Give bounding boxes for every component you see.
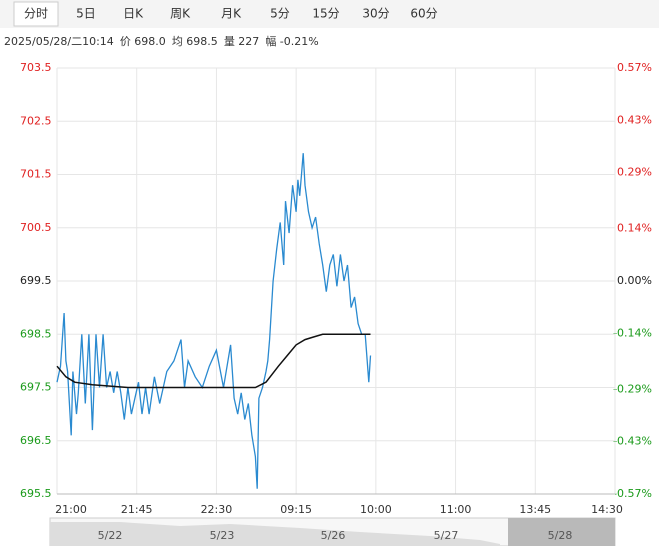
series-line bbox=[56, 153, 372, 489]
x-tick-label: 10:00 bbox=[360, 503, 392, 516]
navigator-date: 5/27 bbox=[434, 529, 459, 542]
tab-bar bbox=[0, 0, 659, 28]
y-tick-label: 700.5 bbox=[20, 221, 52, 234]
y2-tick-label: -0.29% bbox=[613, 382, 652, 395]
tab[interactable]: 5日 bbox=[76, 7, 96, 21]
navigator-date: 5/28 bbox=[548, 529, 573, 542]
y-tick-label: 703.5 bbox=[20, 61, 52, 74]
info-text: 价 698.0 bbox=[120, 35, 166, 48]
navigator-date: 5/26 bbox=[321, 529, 346, 542]
info-text: 幅 -0.21% bbox=[265, 35, 318, 48]
tab[interactable]: 月K bbox=[221, 7, 242, 21]
navigator-date: 5/22 bbox=[98, 529, 123, 542]
navigator-date: 5/23 bbox=[210, 529, 235, 542]
x-tick-label: 09:15 bbox=[280, 503, 312, 516]
y2-tick-label: -0.14% bbox=[613, 326, 652, 339]
tab[interactable]: 60分 bbox=[410, 7, 437, 21]
y2-tick-label: 0.29% bbox=[617, 166, 652, 179]
series-line bbox=[56, 333, 371, 389]
y2-tick-label: -0.57% bbox=[613, 487, 652, 500]
info-text: 2025/05/28/二10:14 bbox=[4, 35, 114, 48]
y-tick-label: 696.5 bbox=[20, 434, 52, 447]
tab[interactable]: 日K bbox=[123, 7, 144, 21]
tab[interactable]: 15分 bbox=[312, 7, 339, 21]
y2-tick-label: 0.57% bbox=[617, 61, 652, 74]
x-tick-label: 13:45 bbox=[519, 503, 551, 516]
tab[interactable]: 30分 bbox=[362, 7, 389, 21]
y2-tick-label: 0.14% bbox=[617, 222, 652, 235]
x-tick-label: 22:30 bbox=[201, 503, 233, 516]
y2-tick-label: 0.00% bbox=[617, 274, 652, 287]
tab[interactable]: 周K bbox=[170, 7, 191, 21]
navigator-area bbox=[50, 522, 500, 546]
x-tick-label: 21:45 bbox=[121, 503, 153, 516]
x-tick-label: 11:00 bbox=[440, 503, 472, 516]
y-tick-label: 701.5 bbox=[20, 168, 52, 181]
y2-tick-label: -0.43% bbox=[613, 435, 652, 448]
x-tick-label: 14:30 bbox=[591, 503, 623, 516]
y-tick-label: 699.5 bbox=[20, 274, 52, 287]
navigator-selection[interactable] bbox=[508, 518, 615, 546]
info-text: 量 227 bbox=[224, 35, 260, 48]
x-tick-label: 21:00 bbox=[55, 503, 87, 516]
tab[interactable]: 5分 bbox=[270, 7, 290, 21]
tab-selected bbox=[13, 1, 59, 27]
y-tick-label: 695.5 bbox=[20, 487, 52, 500]
y-tick-label: 698.5 bbox=[20, 327, 52, 340]
y-tick-label: 697.5 bbox=[20, 381, 52, 394]
info-text: 均 698.5 bbox=[172, 35, 218, 48]
y-tick-label: 702.5 bbox=[20, 114, 52, 127]
y2-tick-label: 0.43% bbox=[617, 113, 652, 126]
tab[interactable]: 分时 bbox=[24, 7, 48, 21]
